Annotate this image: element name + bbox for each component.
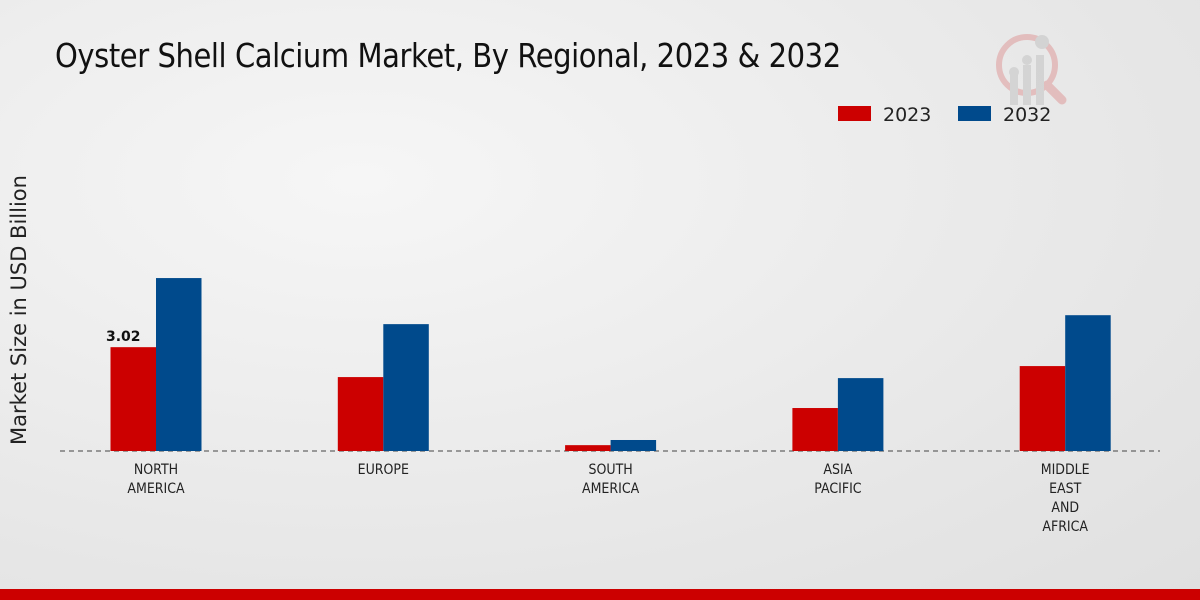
bar-2023-north-america <box>110 347 156 451</box>
legend-label-2023: 2023 <box>883 104 931 126</box>
bar-2023-europe <box>337 377 384 451</box>
legend-swatch-2032 <box>958 106 991 121</box>
x-tick-label: PACIFIC <box>814 481 861 497</box>
data-label: 3.02 <box>106 329 141 345</box>
x-tick-label: MIDDLE <box>1041 462 1090 478</box>
bar-2023-middle-east-and-africa <box>1019 366 1066 451</box>
y-axis-label: Market Size in USD Billion <box>7 175 31 445</box>
footer-accent-bar <box>0 589 1200 600</box>
legend-label-2032: 2032 <box>1003 104 1051 126</box>
x-tick-label: AFRICA <box>1042 519 1088 535</box>
x-tick-label: AMERICA <box>582 481 639 497</box>
legend-swatch-2023 <box>838 106 871 121</box>
bar-2032-south-america <box>610 439 657 451</box>
bar-2023-south-america <box>565 445 611 451</box>
x-tick-label: NORTH <box>134 462 178 478</box>
bar-2032-europe <box>383 324 429 451</box>
x-tick-label: EUROPE <box>358 462 409 478</box>
chart-title: Oyster Shell Calcium Market, By Regional… <box>55 36 841 75</box>
bar-2023-asia-pacific <box>792 408 838 451</box>
x-tick-label: EAST <box>1049 481 1082 497</box>
x-tick-label: AND <box>1051 500 1079 516</box>
bar-2032-middle-east-and-africa <box>1065 315 1111 451</box>
x-tick-label: SOUTH <box>588 462 632 478</box>
x-tick-label: ASIA <box>823 462 852 478</box>
x-tick-label: AMERICA <box>127 481 184 497</box>
bar-2032-north-america <box>156 278 202 451</box>
watermark-logo <box>996 34 1067 105</box>
bar-2032-asia-pacific <box>837 378 884 451</box>
